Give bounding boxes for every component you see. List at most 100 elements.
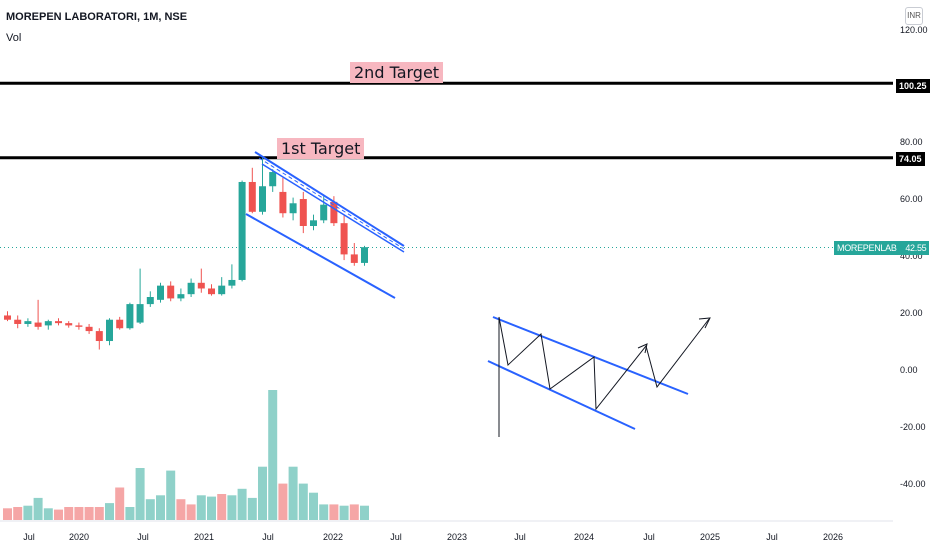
time-tick-label: 2022 [323,532,343,542]
target-1-label: 1st Target [277,138,365,159]
volume-bar [288,466,298,520]
volume-bar [23,505,33,520]
pattern-arrow-mid [637,343,648,354]
volume-bars [3,390,369,520]
time-tick-label: 2021 [194,532,214,542]
time-tick-label: Jul [23,532,35,542]
volume-bar [329,504,339,520]
pattern-illustration [487,316,711,437]
volume-bar [319,504,329,520]
price-tick-label: -40.00 [900,479,926,489]
candle-body [320,204,328,221]
volume-bar [43,508,53,520]
volume-bar [13,507,23,520]
volume-bar [84,507,94,520]
candle-body [279,191,287,214]
target-levels [0,81,893,160]
volume-bar [217,494,227,520]
volume-bar [227,495,237,520]
time-tick-label: Jul [262,532,274,542]
time-tick-label: 2025 [700,532,720,542]
time-tick-label: Jul [643,532,655,542]
candle-body [85,326,93,332]
candle-body [238,181,246,280]
candle-body [218,285,226,295]
candle-body [187,282,195,295]
currency-badge[interactable]: INR [905,7,923,25]
price-axis: 120.00 80.00 60.00 40.00 20.00 0.00 -20.00 -40.… [900,25,928,489]
pattern-zigzag [498,316,710,437]
price-tick-label: 40.00 [900,251,923,261]
pattern-upper-line [492,316,689,395]
candle-body [95,331,103,342]
candle-body [116,319,124,329]
candle-body [55,321,62,324]
candle-body [177,294,185,299]
time-tick-label: Jul [766,532,778,542]
candle-body [24,321,32,324]
candle-body [299,199,307,226]
candle-body [157,285,164,300]
volume-bar [54,509,63,520]
pattern-arrow-end [698,317,711,329]
volume-bar [176,499,186,520]
candle-body [146,297,154,305]
volume-bar [115,487,125,520]
volume-bar [156,495,165,520]
volume-bar [360,505,369,520]
volume-bar [145,499,155,520]
upper-trendline [254,151,405,247]
upper-trendline-parallel [258,157,405,250]
time-axis: Jul 2020 Jul 2021 Jul 2022 Jul 2023 Jul 2024 Jul 20… [23,532,843,542]
candle-body [361,247,368,263]
candle-body [310,220,317,226]
volume-bar [196,495,206,520]
candlesticks [4,157,368,350]
candle-body [208,288,215,295]
candle-body [289,203,297,214]
volume-bar [237,488,247,520]
candle-body [248,181,256,212]
time-tick-label: Jul [390,532,402,542]
volume-bar [74,507,84,520]
volume-label: Vol [6,32,22,44]
price-tick-label: 60.00 [900,194,923,204]
candle-body [340,223,348,255]
time-tick-label: Jul [137,532,149,542]
candle-body [106,319,113,342]
candle-body [4,315,11,320]
candle-body [136,304,144,323]
lower-trendline [245,213,396,299]
price-tick-label: 0.00 [900,365,918,375]
level-tag-74: 74.05 [896,152,925,166]
candle-body [14,319,22,324]
candle-body [269,172,277,187]
price-tick-label: 20.00 [900,308,923,318]
last-price-tag: MOREPENLAB 42.55 [834,241,930,255]
candle-body [167,285,175,299]
price-tick-label: 80.00 [900,137,923,147]
volume-bar [135,468,145,520]
volume-bar [125,507,135,520]
time-tick-label: Jul [514,532,526,542]
volume-bar [105,503,114,520]
upper-trendline-lower [261,163,405,253]
volume-bar [33,497,43,520]
pattern-lower-line [487,360,636,430]
candle-body [44,321,52,326]
time-tick-label: 2023 [447,532,467,542]
candle-body [228,279,236,286]
volume-bar [349,504,359,520]
candle-body [34,322,42,327]
time-tick-label: 2026 [823,532,843,542]
time-tick-label: 2020 [69,532,89,542]
volume-bar [207,496,216,520]
candle-body [259,186,266,212]
candle-body [75,325,83,327]
volume-bar [64,507,74,520]
volume-bar [186,504,196,520]
volume-bar [247,497,257,520]
candle-body [65,323,73,326]
candle-body [126,304,134,329]
